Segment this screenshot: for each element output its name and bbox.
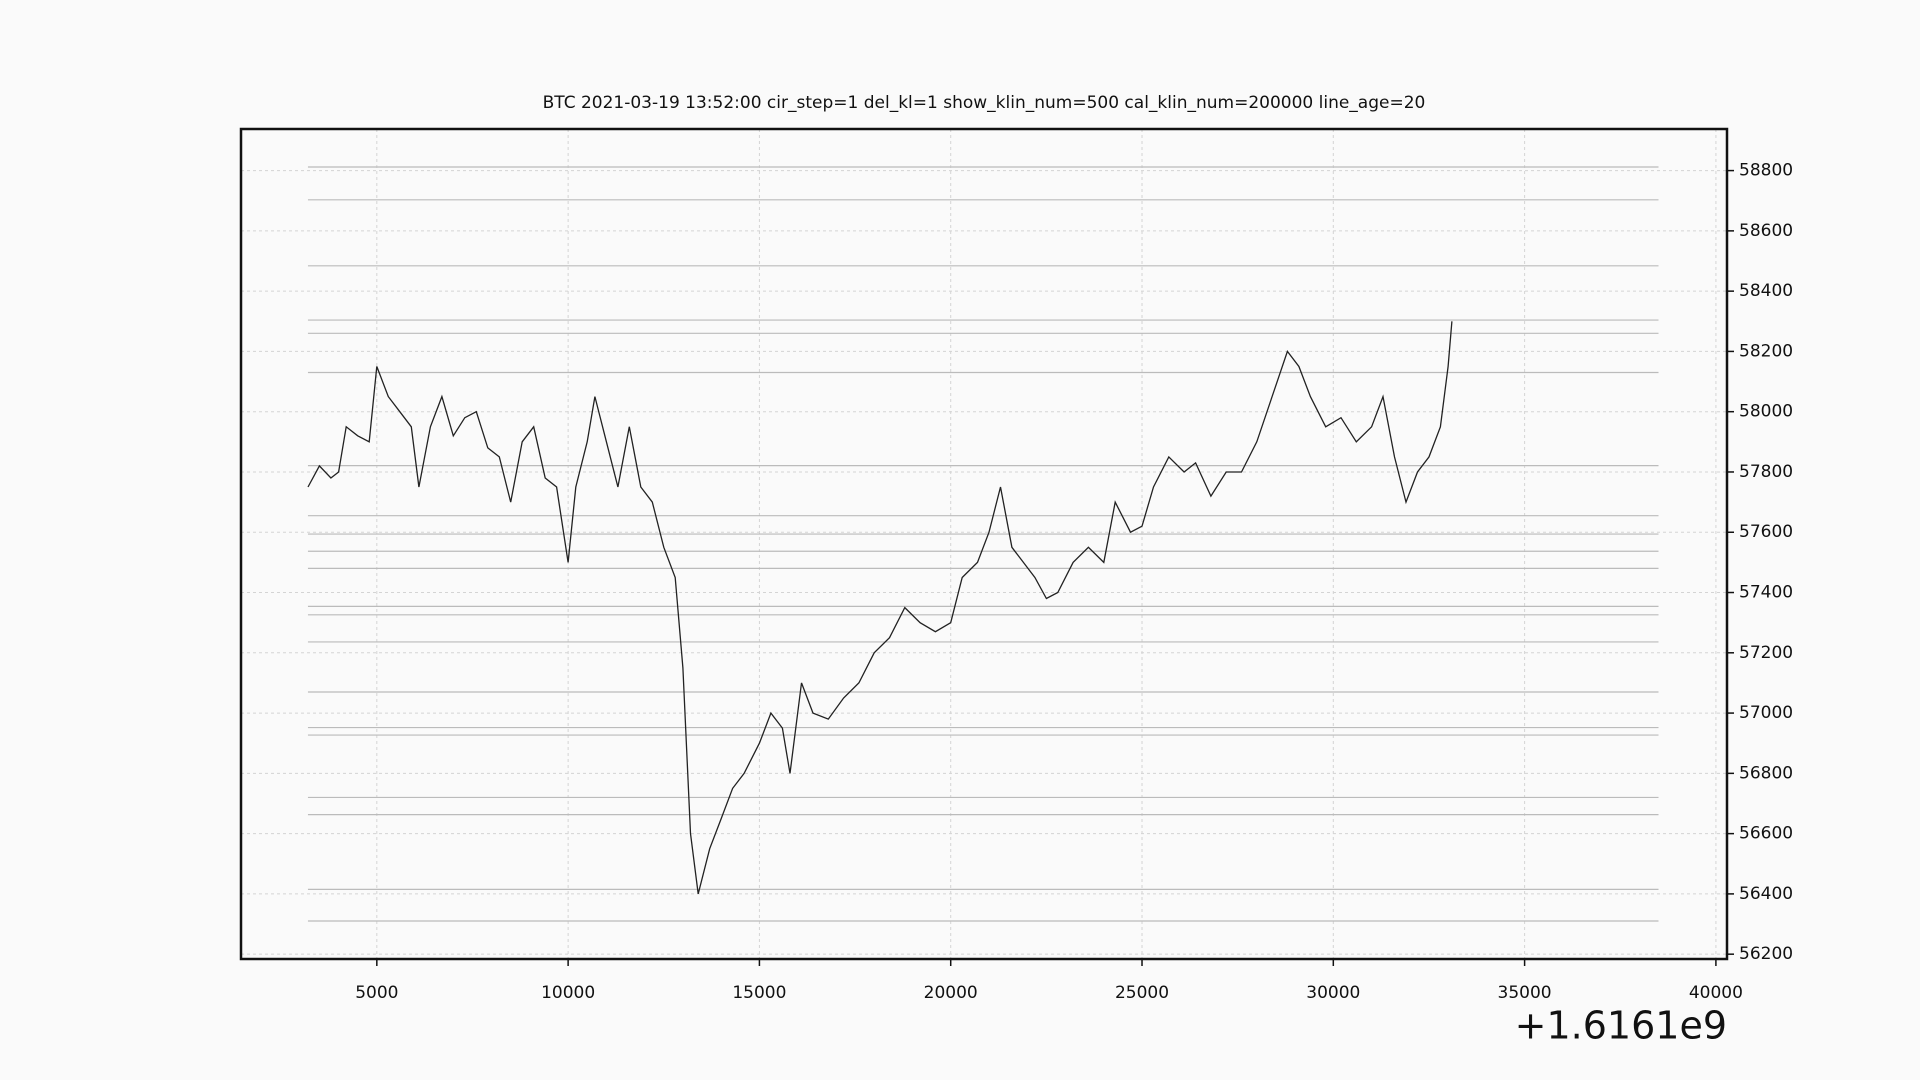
y-tick-label: 56600: [1739, 824, 1793, 844]
y-tick-label: 56800: [1739, 763, 1793, 783]
x-tick-label: 20000: [924, 983, 978, 1003]
x-tick-label: 15000: [732, 983, 786, 1003]
y-tick-label: 58200: [1739, 341, 1793, 361]
y-tick-label: 56200: [1739, 944, 1793, 964]
y-tick-label: 58800: [1739, 161, 1793, 181]
axes-frame: [239, 127, 1729, 961]
y-tick-label: 58400: [1739, 281, 1793, 301]
y-tick-label: 57400: [1739, 583, 1793, 603]
x-tick-label: 35000: [1498, 983, 1552, 1003]
chart-title: BTC 2021-03-19 13:52:00 cir_step=1 del_k…: [543, 93, 1426, 113]
x-tick-label: 25000: [1115, 983, 1169, 1003]
y-tick-label: 56400: [1739, 884, 1793, 904]
x-tick-label: 10000: [541, 983, 595, 1003]
y-tick-label: 57800: [1739, 462, 1793, 482]
y-tick-label: 58600: [1739, 221, 1793, 241]
price-line: [307, 321, 1453, 895]
x-offset-label: +1.6161e9: [1515, 1004, 1727, 1048]
y-tick-label: 58000: [1739, 402, 1793, 422]
x-tick-label: 40000: [1689, 983, 1743, 1003]
y-tick-label: 57600: [1739, 522, 1793, 542]
x-tick-label: 5000: [355, 983, 398, 1003]
y-tick-label: 57200: [1739, 643, 1793, 663]
y-tick-label: 57000: [1739, 703, 1793, 723]
x-tick-label: 30000: [1306, 983, 1360, 1003]
